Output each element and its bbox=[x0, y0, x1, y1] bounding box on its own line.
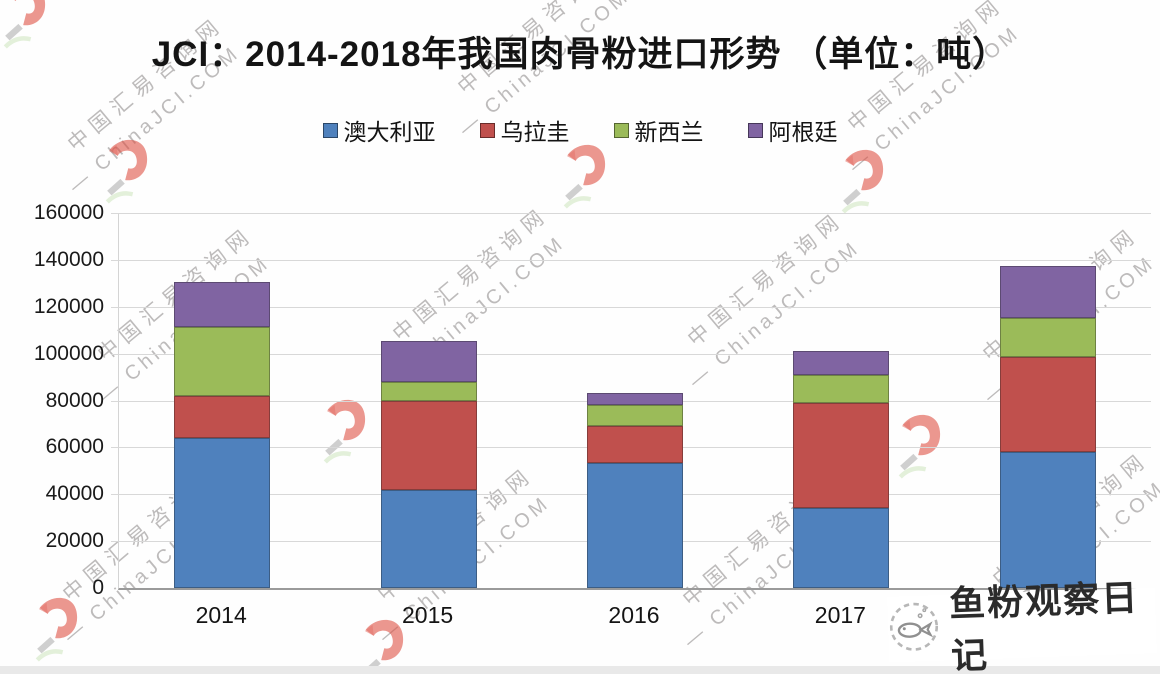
bar-segment-乌拉圭-2016 bbox=[587, 426, 683, 463]
bar-segment-澳大利亚-2014 bbox=[174, 438, 271, 588]
chart-title: JCI：2014-2018年我国肉骨粉进口形势 （单位：吨） bbox=[151, 35, 1009, 74]
y-tick-label: 80000 bbox=[45, 388, 104, 412]
y-tick-label: 40000 bbox=[45, 482, 104, 506]
bar-segment-乌拉圭-2017 bbox=[793, 402, 890, 509]
y-tick-label: 20000 bbox=[45, 529, 104, 553]
bar-segment-新西兰-2015 bbox=[380, 381, 477, 401]
legend-label: 新西兰 bbox=[634, 119, 704, 145]
y-tick-label: 0 bbox=[92, 576, 104, 599]
gridline bbox=[111, 213, 1151, 214]
bar-segment-澳大利亚-2015 bbox=[380, 489, 477, 588]
legend-item-乌拉圭: 乌拉圭 bbox=[479, 113, 570, 147]
x-tick-label: 2014 bbox=[195, 602, 247, 628]
legend-item-澳大利亚: 澳大利亚 bbox=[322, 113, 436, 147]
legend-label: 阿根廷 bbox=[768, 119, 838, 145]
legend-swatch bbox=[322, 122, 338, 138]
jci-claw-logo-icon bbox=[828, 138, 907, 221]
brand-logo-text: 鱼粉观察日记 bbox=[948, 576, 1140, 674]
bar-segment-澳大利亚-2016 bbox=[587, 462, 683, 588]
x-tick-label: 2017 bbox=[814, 602, 866, 628]
bar-segment-新西兰-2018 bbox=[999, 318, 1096, 358]
bar-segment-新西兰-2017 bbox=[793, 374, 890, 403]
gridline bbox=[111, 353, 1151, 355]
legend-swatch bbox=[613, 122, 629, 138]
legend-label: 乌拉圭 bbox=[500, 119, 570, 145]
gridline bbox=[111, 306, 1151, 308]
bar-segment-乌拉圭-2018 bbox=[999, 357, 1096, 453]
bottom-edge-strip bbox=[0, 666, 1160, 674]
bar-segment-新西兰-2014 bbox=[174, 326, 271, 396]
bar-segment-乌拉圭-2014 bbox=[174, 395, 271, 438]
y-tick-label: 60000 bbox=[45, 435, 104, 459]
bar-segment-阿根廷-2016 bbox=[587, 393, 683, 406]
brand-logo: 鱼粉观察日记 bbox=[886, 577, 1158, 674]
legend: 澳大利亚 乌拉圭 新西兰 阿根廷 bbox=[0, 113, 1160, 147]
bar-segment-澳大利亚-2018 bbox=[999, 452, 1096, 588]
y-tick-label: 120000 bbox=[33, 294, 104, 318]
legend-item-新西兰: 新西兰 bbox=[613, 113, 704, 147]
plot-area bbox=[111, 213, 1151, 590]
x-tick-label: 2015 bbox=[402, 602, 454, 628]
bar-segment-阿根廷-2014 bbox=[174, 282, 271, 327]
legend-label: 澳大利亚 bbox=[343, 119, 436, 145]
bar-segment-阿根廷-2015 bbox=[380, 340, 477, 382]
bar-segment-阿根廷-2018 bbox=[999, 265, 1096, 319]
legend-swatch bbox=[747, 122, 763, 138]
bar-segment-乌拉圭-2015 bbox=[380, 400, 477, 490]
y-tick-label: 160000 bbox=[33, 201, 104, 224]
bar-segment-阿根廷-2017 bbox=[793, 351, 890, 375]
fish-circle-icon bbox=[887, 599, 941, 658]
x-tick-label: 2016 bbox=[608, 602, 660, 628]
legend-swatch bbox=[479, 122, 495, 138]
legend-item-阿根廷: 阿根廷 bbox=[747, 113, 838, 147]
y-tick-label: 140000 bbox=[33, 247, 104, 271]
bar-segment-澳大利亚-2017 bbox=[793, 508, 890, 588]
bar-segment-新西兰-2016 bbox=[587, 405, 683, 427]
y-tick-label: 100000 bbox=[33, 341, 104, 365]
gridline bbox=[111, 259, 1151, 261]
